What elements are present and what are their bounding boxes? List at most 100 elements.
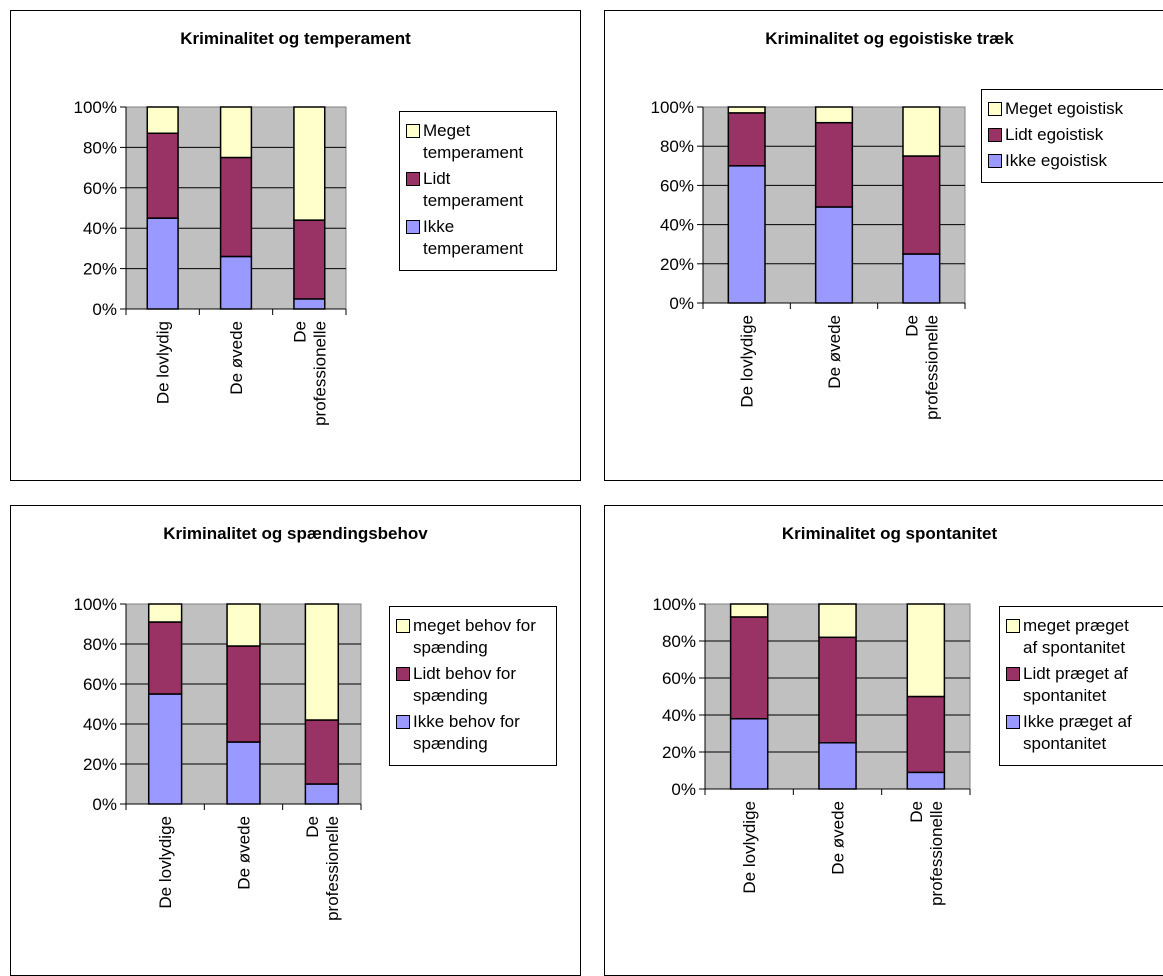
bar-segment — [293, 106, 326, 221]
bar-segment — [818, 742, 857, 790]
chart-spontanitet: Kriminalitet og spontanitet 0% 20% 40% 60% 8… — [604, 505, 1163, 976]
x-tick-label: De lovlydig — [154, 321, 173, 404]
y-tick-label: 0% — [92, 300, 117, 319]
chart-temperament: Kriminalitet og temperament 0% 20% 40% 60% 8… — [10, 10, 581, 481]
legend-swatch — [406, 220, 420, 234]
legend-label: Lidt præget af spontanitet — [1023, 664, 1128, 705]
x-tick-label: De øvede — [829, 801, 848, 875]
y-tick-label: 0% — [92, 795, 117, 814]
bar-segment — [219, 106, 253, 159]
bar-segment — [146, 132, 179, 219]
x-tick-label: De øvede — [235, 816, 254, 890]
legend-label: Lidt behov for spænding — [413, 664, 517, 705]
x-tick-label: professionelle — [310, 321, 329, 426]
legend-label: Meget egoistisk — [1005, 99, 1124, 118]
bar-segment — [906, 771, 946, 790]
y-tick-label: 100% — [74, 595, 117, 614]
legend-swatch — [1006, 619, 1020, 633]
bar-segment — [293, 298, 326, 310]
bar-segment — [814, 206, 854, 304]
y-tick-label: 100% — [651, 98, 694, 117]
plot-area: 0% 20% 40% 60% 80% 100% De lovlydige De øvede De… — [651, 98, 966, 420]
bar-segment — [304, 603, 340, 721]
bar-segment — [729, 603, 769, 618]
bar-segment — [147, 603, 183, 623]
x-tick-label: professionelle — [927, 801, 946, 906]
legend-swatch — [406, 124, 420, 138]
x-tick-label: professionelle — [922, 315, 941, 420]
plot-area: 0% 20% 40% 60% 80% 100% De lovlydig De øvede De p… — [74, 98, 347, 426]
bar-segment — [146, 106, 179, 135]
chart-egoistiske-traek: Kriminalitet og egoistiske træk 0% 20% 40%… — [604, 10, 1163, 481]
legend-label: meget præget af spontanitet — [1023, 616, 1129, 657]
legend-label: Meget temperament — [423, 121, 524, 162]
x-tick-label: De lovlydige — [738, 315, 757, 408]
bar-segment — [226, 603, 261, 647]
legend-label: Ikke behov for spænding — [413, 712, 520, 753]
legend: meget behov for spænding Lidt behov for s… — [389, 606, 557, 766]
y-tick-label: 20% — [83, 260, 117, 279]
chart-title: Kriminalitet og spontanitet — [781, 524, 998, 543]
chart-title: Kriminalitet og temperament — [180, 29, 411, 48]
bar-segment — [226, 741, 261, 805]
x-tick-label: De lovlydige — [156, 816, 175, 909]
legend-swatch — [988, 128, 1002, 142]
legend-item: Lidt egoistisk — [988, 124, 1163, 146]
chart-title: Kriminalitet og egoistiske træk — [765, 29, 1014, 48]
legend-item: Lidt præget af spontanitet — [1006, 663, 1160, 707]
legend-swatch — [1006, 667, 1020, 681]
bar-segment — [146, 217, 179, 310]
bar-segment — [729, 616, 769, 720]
legend-item: Meget egoistisk — [988, 98, 1163, 120]
legend-item: Lidt temperament — [406, 168, 548, 212]
y-tick-label: 100% — [653, 595, 696, 614]
y-tick-label: 80% — [83, 138, 117, 157]
legend-item: meget behov for spænding — [396, 615, 548, 659]
legend-label: Ikke egoistisk — [1005, 151, 1108, 170]
legend-item: Meget temperament — [406, 120, 548, 164]
legend-item: Ikke temperament — [406, 216, 548, 260]
legend-label: Ikke temperament — [423, 217, 524, 258]
plot-area: 0% 20% 40% 60% 80% 100% De lovlydige De øvede De… — [74, 595, 362, 921]
legend: Meget temperament Lidt temperament Ikke te… — [399, 111, 557, 271]
y-tick-label: 0% — [669, 294, 694, 313]
bar-segment — [814, 121, 854, 208]
bar-segment — [902, 106, 941, 157]
legend: Meget egoistisk Lidt egoistisk Ikke egoist… — [981, 89, 1163, 183]
legend-label: Lidt temperament — [423, 169, 524, 210]
legend-swatch — [396, 619, 410, 633]
y-tick-label: 60% — [83, 675, 117, 694]
y-tick-label: 0% — [671, 780, 696, 799]
legend-swatch — [988, 154, 1002, 168]
bar-segment — [727, 106, 766, 114]
legend-item: Ikke præget af spontanitet — [1006, 711, 1160, 755]
y-tick-label: 40% — [660, 216, 694, 235]
y-tick-label: 20% — [83, 755, 117, 774]
x-tick-label: De — [907, 801, 926, 823]
plot-area: 0% 20% 40% 60% 80% 100% De lovlydige De øvede De… — [653, 595, 971, 906]
x-tick-label: De — [303, 816, 322, 838]
bar-segment — [818, 603, 857, 639]
y-tick-label: 100% — [74, 98, 117, 117]
y-tick-label: 60% — [660, 176, 694, 195]
bar-segment — [226, 645, 261, 743]
legend: meget præget af spontanitet Lidt præget a… — [999, 606, 1163, 766]
bar-segment — [902, 253, 941, 304]
bar-segment — [727, 165, 766, 304]
y-tick-label: 40% — [662, 706, 696, 725]
legend-item: meget præget af spontanitet — [1006, 615, 1160, 659]
legend-label: Lidt egoistisk — [1005, 125, 1104, 144]
y-tick-label: 80% — [662, 632, 696, 651]
x-tick-label: professionelle — [323, 816, 342, 921]
chart-spaendingsbehov: Kriminalitet og spændingsbehov 0% 20% 40% 6… — [10, 505, 581, 976]
y-tick-label: 20% — [660, 255, 694, 274]
chart-title: Kriminalitet og spændingsbehov — [163, 524, 428, 543]
legend-item: Ikke egoistisk — [988, 150, 1163, 172]
x-tick-label: De — [902, 315, 921, 337]
bar-segment — [814, 106, 854, 124]
x-tick-label: De — [290, 321, 309, 343]
x-tick-label: De øvede — [825, 315, 844, 389]
bar-segment — [906, 695, 946, 774]
y-tick-label: 40% — [83, 715, 117, 734]
bar-segment — [729, 717, 769, 790]
